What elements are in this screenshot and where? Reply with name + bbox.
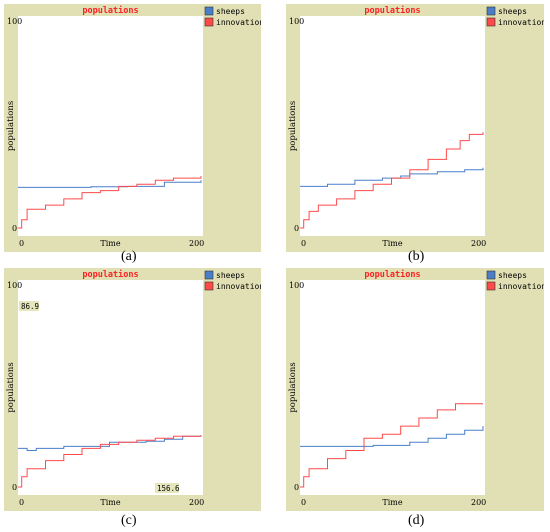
legend-label-sheeps: sheeps xyxy=(216,7,245,16)
x-axis-label: Time xyxy=(382,239,402,248)
legend-label-sheeps: sheeps xyxy=(216,271,245,280)
chart-panel-b: populations 100 0 0 200 Time populations sheeps… xyxy=(286,4,544,252)
chart-svg: populations 100 00 200 Time populations sheeps… xyxy=(286,268,544,511)
x-tick-label: 0 xyxy=(301,239,306,248)
chart-panel-a: populations 100 0 0 200 Time populations sheeps… xyxy=(4,4,261,252)
legend-swatch-innovations xyxy=(204,17,214,27)
x-axis-label: Time xyxy=(100,239,120,248)
caption-b: (b) xyxy=(408,249,425,264)
chart-panel-c: populations 100 0 0 200 Time populations sheeps… xyxy=(4,268,261,511)
y-axis-label: populations xyxy=(288,362,298,412)
caption-d: (d) xyxy=(408,513,425,528)
y-axis-label: populations xyxy=(6,101,16,151)
legend-label-innovations: innovations xyxy=(498,282,544,291)
legend-label-sheeps: sheeps xyxy=(498,271,527,280)
legend-label-innovations: innovations xyxy=(216,18,261,27)
y-axis-label: populations xyxy=(288,101,298,151)
legend-swatch-innovations xyxy=(486,17,496,27)
x-axis-label: Time xyxy=(382,498,402,507)
caption-c: (c) xyxy=(121,513,137,528)
y-tick-label: 100 xyxy=(7,281,22,290)
series-line-innovations xyxy=(300,132,484,229)
y-tick-label: 100 xyxy=(289,281,304,290)
chart-title: populations xyxy=(82,5,138,16)
chart-svg: populations 100 00 200 Time populations sheeps… xyxy=(286,4,544,252)
y-tick-label: 0 xyxy=(12,224,17,233)
series-line-sheeps xyxy=(300,167,484,187)
x-tick-label: 200 xyxy=(189,239,204,248)
legend-swatch-sheeps xyxy=(204,270,214,280)
annotation-label: 156.6 xyxy=(157,484,180,493)
y-tick-label: 0 xyxy=(294,224,299,233)
series-line-innovations xyxy=(18,435,202,488)
annotation-box xyxy=(155,483,179,493)
series-line-sheeps xyxy=(300,426,484,447)
chart-svg: populations 100 00 200 Time populations sheeps… xyxy=(4,268,261,511)
x-tick-label: 0 xyxy=(19,239,24,248)
legend-swatch-sheeps xyxy=(486,270,496,280)
chart-title: populations xyxy=(364,269,420,280)
legend-swatch-sheeps xyxy=(486,6,496,16)
series-line-innovations xyxy=(300,403,483,488)
x-tick-label: 200 xyxy=(471,239,486,248)
y-tick-label: 0 xyxy=(294,483,299,492)
caption-a: (a) xyxy=(121,249,137,264)
legend-label-innovations: innovations xyxy=(216,282,261,291)
chart-title: populations xyxy=(82,269,138,280)
annotation-label: 86.9 xyxy=(21,302,39,311)
series-line-sheeps xyxy=(18,435,202,451)
legend-label-sheeps: sheeps xyxy=(498,7,527,16)
annotation-box xyxy=(19,301,39,311)
y-tick-label: 0 xyxy=(12,483,17,492)
plot-area xyxy=(18,280,203,495)
y-axis-label: populations xyxy=(6,362,16,412)
x-tick-label: 0 xyxy=(19,498,24,507)
y-tick-label: 100 xyxy=(7,17,22,26)
legend-swatch-innovations xyxy=(486,281,496,291)
x-tick-label: 200 xyxy=(189,498,204,507)
plot-area xyxy=(300,280,485,495)
chart-title: populations xyxy=(364,5,420,16)
chart-svg: populations 100 00 200 Time populations sheeps… xyxy=(4,4,261,252)
plot-area xyxy=(300,16,485,236)
legend-swatch-sheeps xyxy=(204,6,214,16)
y-tick-label: 100 xyxy=(289,17,304,26)
chart-panel-d: populations 100 0 0 200 Time populations sheeps… xyxy=(286,268,544,511)
x-tick-label: 0 xyxy=(301,498,306,507)
series-line-innovations xyxy=(18,176,202,229)
legend-label-innovations: innovations xyxy=(498,18,544,27)
x-tick-label: 200 xyxy=(471,498,486,507)
x-axis-label: Time xyxy=(100,498,120,507)
plot-area xyxy=(18,16,203,236)
legend-swatch-innovations xyxy=(204,281,214,291)
